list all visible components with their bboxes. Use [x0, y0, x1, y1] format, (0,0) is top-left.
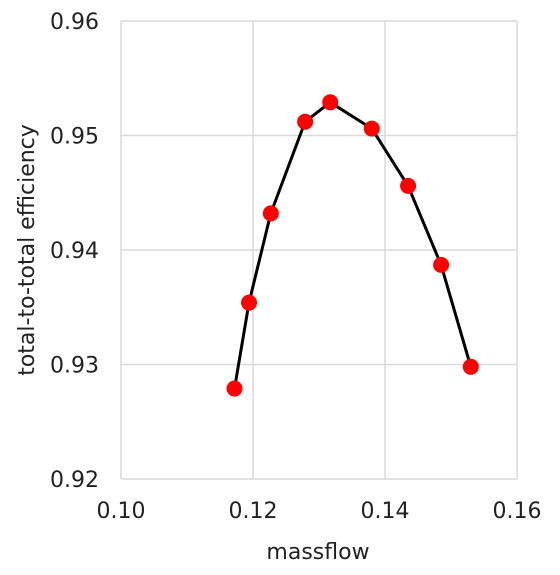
- data-point: [433, 256, 450, 273]
- y-tick-labels: 0.92 0.93 0.94 0.95 0.96: [50, 10, 99, 493]
- x-tick-label: 0.16: [493, 499, 542, 524]
- x-tick-labels: 0.10 0.12 0.14 0.16: [97, 499, 542, 524]
- series-line: [233, 100, 473, 389]
- y-tick-label: 0.94: [50, 239, 99, 264]
- data-point: [400, 177, 417, 194]
- y-gridlines: [121, 20, 517, 480]
- y-tick-label: 0.96: [50, 10, 99, 35]
- y-tick-label: 0.95: [50, 125, 99, 150]
- data-point: [241, 294, 258, 311]
- x-tick-label: 0.10: [97, 499, 146, 524]
- data-point: [262, 205, 279, 222]
- plot-area: [226, 94, 479, 397]
- y-tick-label: 0.93: [50, 354, 99, 379]
- x-tick-label: 0.14: [361, 499, 410, 524]
- data-point: [297, 113, 314, 130]
- data-point: [363, 120, 380, 137]
- data-point: [462, 358, 479, 375]
- data-point: [226, 380, 243, 397]
- y-axis-label: total-to-total efficiency: [15, 124, 40, 376]
- data-point: [322, 94, 339, 111]
- y-tick-label: 0.92: [50, 468, 99, 493]
- x-axis-label: massflow: [266, 540, 369, 565]
- x-tick-label: 0.12: [229, 499, 278, 524]
